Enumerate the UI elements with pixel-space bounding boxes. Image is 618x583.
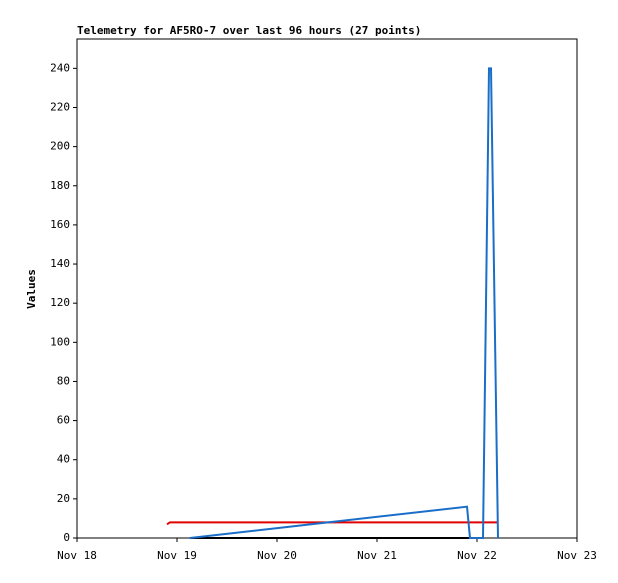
series-line <box>166 521 497 526</box>
y-tick-label: 80 <box>57 374 70 387</box>
y-tick-label: 0 <box>63 531 70 544</box>
y-tick-label: 100 <box>50 335 70 348</box>
x-tick-label: Nov 20 <box>257 549 297 562</box>
x-tick-label: Nov 19 <box>157 549 197 562</box>
plot-frame <box>76 38 578 539</box>
y-axis-label: Values <box>25 269 38 309</box>
series-line <box>189 67 499 539</box>
y-tick-label: 20 <box>57 492 70 505</box>
y-tick-label: 220 <box>50 100 70 113</box>
y-tick-label: 160 <box>50 218 70 231</box>
y-tick-label: 140 <box>50 257 70 270</box>
y-tick-label: 40 <box>57 453 70 466</box>
chart-title: Telemetry for AF5RO-7 over last 96 hours… <box>77 24 421 37</box>
y-tick-label: 120 <box>50 296 70 309</box>
x-tick-label: Nov 23 <box>557 549 597 562</box>
x-tick-label: Nov 18 <box>57 549 97 562</box>
y-tick-label: 180 <box>50 179 70 192</box>
y-tick-label: 200 <box>50 140 70 153</box>
y-tick-label: 240 <box>50 61 70 74</box>
x-tick-label: Nov 22 <box>457 549 497 562</box>
x-tick-label: Nov 21 <box>357 549 397 562</box>
y-tick-label: 60 <box>57 414 70 427</box>
